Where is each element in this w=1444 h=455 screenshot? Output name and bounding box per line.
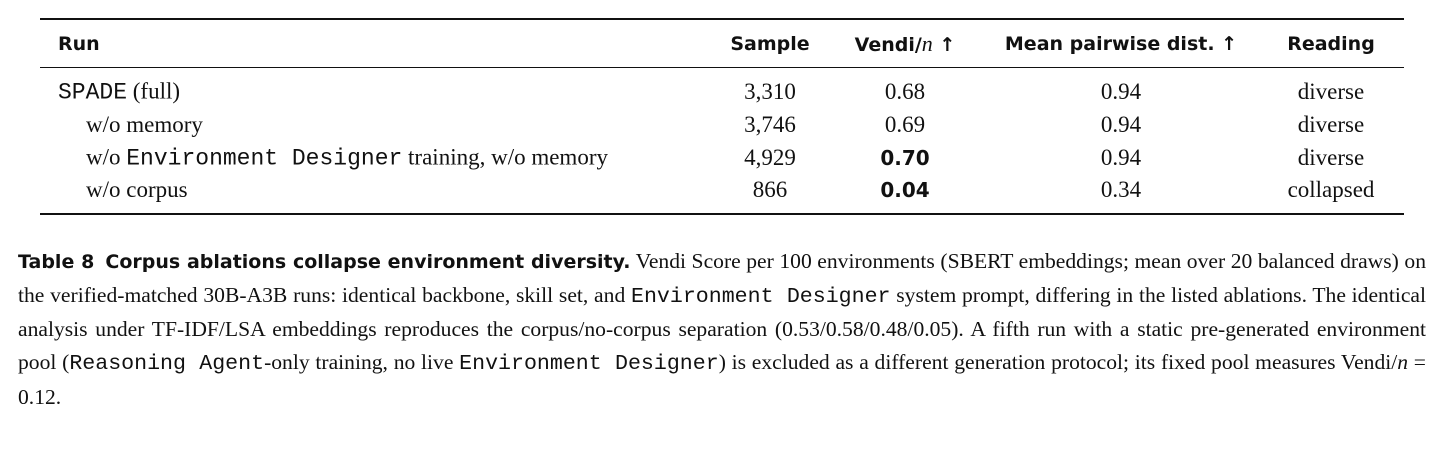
header: Vendi/n ↑: [855, 31, 956, 57]
vendi: 0.68: [884, 79, 926, 104]
header-part: n: [921, 31, 933, 56]
caption-code: Environment Designer: [459, 352, 719, 377]
header: Mean pairwise dist. ↑: [1004, 33, 1238, 55]
vendi: 0.70: [880, 146, 930, 170]
run-part: (full): [127, 78, 181, 104]
dist: 0.94: [1100, 112, 1142, 137]
caption-title: Corpus ablations collapse environment di…: [105, 251, 631, 273]
reading: diverse: [1297, 112, 1365, 137]
reading: diverse: [1297, 79, 1365, 104]
caption-text: system prompt, differing in the listed a…: [18, 282, 1426, 375]
header-part: Vendi/: [854, 34, 922, 56]
run-part: w/o: [86, 144, 127, 170]
dist: 0.34: [1100, 177, 1142, 202]
bottom-rule: [40, 213, 1404, 215]
run: w/o corpus: [86, 177, 188, 203]
caption-text: -only training, no live: [264, 350, 460, 375]
top-rule: [40, 18, 1404, 20]
header: Sample: [730, 33, 810, 55]
vendi: 0.04: [880, 178, 930, 202]
reading: collapsed: [1287, 177, 1375, 202]
caption-math: n: [1397, 350, 1409, 375]
run: SPADE (full): [58, 79, 180, 106]
run-part: w/o corpus: [86, 177, 188, 202]
sample: 3,310: [744, 79, 796, 104]
dist: 0.94: [1100, 145, 1142, 170]
sample: 3,746: [744, 112, 796, 137]
caption-text: ) is excluded as a different generation …: [718, 350, 1398, 375]
run-part: Environment Designer: [126, 145, 403, 172]
caption: Table 8 Corpus ablations collapse enviro…: [18, 245, 1426, 414]
header: Run: [58, 33, 100, 55]
run: w/o Environment Designer training, w/o m…: [86, 145, 608, 172]
header-part: ↑: [932, 34, 956, 56]
sample: 4,929: [744, 145, 796, 170]
mid-rule: [40, 67, 1404, 69]
sample: 866: [752, 177, 788, 202]
header: Reading: [1287, 33, 1375, 55]
caption-text: = 0.12.: [18, 350, 1426, 409]
dist: 0.94: [1100, 79, 1142, 104]
vendi: 0.69: [884, 112, 926, 137]
run: w/o memory: [86, 112, 203, 138]
caption-text: Vendi Score per 100 environments (SBERT …: [18, 249, 1426, 307]
reading: diverse: [1297, 145, 1365, 170]
run-part: w/o memory: [86, 112, 203, 137]
caption-code: Reasoning Agent: [69, 352, 265, 377]
caption-code: Environment Designer: [631, 284, 891, 309]
run-part: training, w/o memory: [402, 144, 608, 170]
caption-label: Table 8: [18, 251, 95, 273]
run-part: SPADE: [58, 79, 128, 106]
